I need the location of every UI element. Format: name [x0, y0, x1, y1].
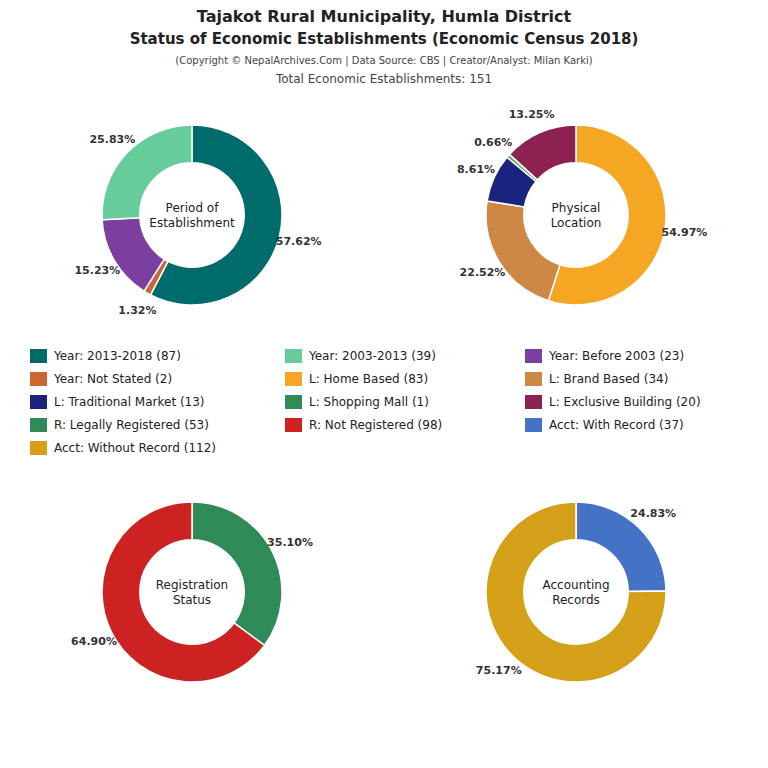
center-label-line: Registration [156, 578, 228, 592]
legend-item: L: Traditional Market (13) [30, 395, 205, 409]
slices [486, 125, 666, 305]
legend-item: Acct: With Record (37) [525, 418, 684, 432]
data-label: 25.83% [89, 133, 135, 146]
donut-chart: 24.83% 75.17% AccountingRecords [476, 502, 676, 682]
legend: Year: 2013-2018 (87) Year: Not Stated (2)… [30, 349, 701, 455]
slice [192, 502, 282, 645]
legend-swatch [285, 395, 302, 409]
center-label-line: Status [173, 593, 211, 607]
legend-item: Year: 2013-2018 (87) [30, 349, 181, 363]
center-label-line: Establishment [149, 216, 235, 230]
legend-item: Acct: Without Record (112) [30, 441, 216, 455]
legend-swatch [525, 418, 542, 432]
data-label: 8.61% [457, 163, 495, 176]
center-label-line: Accounting [542, 578, 609, 592]
legend-item: Year: 2003-2013 (39) [285, 349, 436, 363]
legend-swatch [525, 349, 542, 363]
legend-swatch [30, 441, 47, 455]
slice [486, 502, 666, 682]
legend-swatch [30, 395, 47, 409]
data-label: 54.97% [662, 226, 708, 239]
data-label: 13.25% [509, 108, 555, 121]
legend-label: L: Traditional Market (13) [54, 395, 205, 409]
legend-label: Acct: With Record (37) [549, 418, 684, 432]
chart-root: Tajakot Rural Municipality, Humla Distri… [0, 0, 768, 768]
legend-swatch [285, 349, 302, 363]
data-label: 35.10% [267, 536, 313, 549]
legend-label: Year: 2003-2013 (39) [308, 349, 436, 363]
data-label: 15.23% [74, 264, 120, 277]
legend-label: Year: Not Stated (2) [53, 372, 172, 386]
center-label: RegistrationStatus [156, 578, 228, 607]
legend-swatch [285, 418, 302, 432]
legend-item: R: Legally Registered (53) [30, 418, 209, 432]
legend-label: Year: 2013-2018 (87) [53, 349, 181, 363]
slice [486, 201, 560, 301]
legend-swatch [30, 372, 47, 386]
slices [102, 502, 282, 682]
center-label: PhysicalLocation [551, 201, 602, 230]
data-label: 24.83% [630, 507, 676, 520]
center-label-line: Records [552, 593, 600, 607]
legend-swatch [525, 372, 542, 386]
data-label: 75.17% [476, 664, 522, 677]
legend-label: R: Not Registered (98) [309, 418, 442, 432]
center-label: Period ofEstablishment [149, 201, 235, 230]
center-label: AccountingRecords [542, 578, 609, 607]
legend-item: Year: Not Stated (2) [30, 372, 172, 386]
subtitle: Status of Economic Establishments (Econo… [130, 30, 639, 48]
legend-item: Year: Before 2003 (23) [525, 349, 684, 363]
annotation: Total Economic Establishments: 151 [275, 72, 492, 86]
legend-item: L: Home Based (83) [285, 372, 428, 386]
legend-label: L: Brand Based (34) [549, 372, 668, 386]
donut-chart: 35.10% 64.90% RegistrationStatus [71, 502, 313, 682]
center-label-line: Location [551, 216, 602, 230]
slice [509, 125, 576, 180]
legend-swatch [30, 418, 47, 432]
legend-item: L: Shopping Mall (1) [285, 395, 429, 409]
legend-label: Year: Before 2003 (23) [548, 349, 684, 363]
legend-item: L: Exclusive Building (20) [525, 395, 701, 409]
legend-item: L: Brand Based (34) [525, 372, 668, 386]
legend-label: L: Home Based (83) [309, 372, 428, 386]
slice [102, 502, 264, 682]
legend-label: L: Shopping Mall (1) [309, 395, 429, 409]
legend-label: Acct: Without Record (112) [54, 441, 216, 455]
donut-chart: 54.97% 22.52% 8.61% 0.66% 13.25% PhysicalLoca… [457, 108, 707, 305]
title: Tajakot Rural Municipality, Humla Distri… [197, 7, 572, 26]
legend-swatch [285, 372, 302, 386]
legend-item: R: Not Registered (98) [285, 418, 442, 432]
slices [486, 502, 666, 682]
slices [102, 125, 282, 305]
data-label: 57.62% [276, 235, 322, 248]
legend-label: L: Exclusive Building (20) [549, 395, 701, 409]
data-label: 22.52% [460, 266, 506, 279]
center-label-line: Period of [166, 201, 220, 215]
donut-chart: 57.62% 1.32% 15.23% 25.83% Period ofEstablis… [74, 125, 321, 317]
legend-label: R: Legally Registered (53) [54, 418, 209, 432]
legend-swatch [30, 349, 47, 363]
center-label-line: Physical [552, 201, 601, 215]
data-label: 64.90% [71, 635, 117, 648]
data-label: 1.32% [118, 304, 156, 317]
data-label: 0.66% [474, 136, 512, 149]
annotation: (Copyright © NepalArchives.Com | Data So… [175, 55, 592, 67]
legend-swatch [525, 395, 542, 409]
